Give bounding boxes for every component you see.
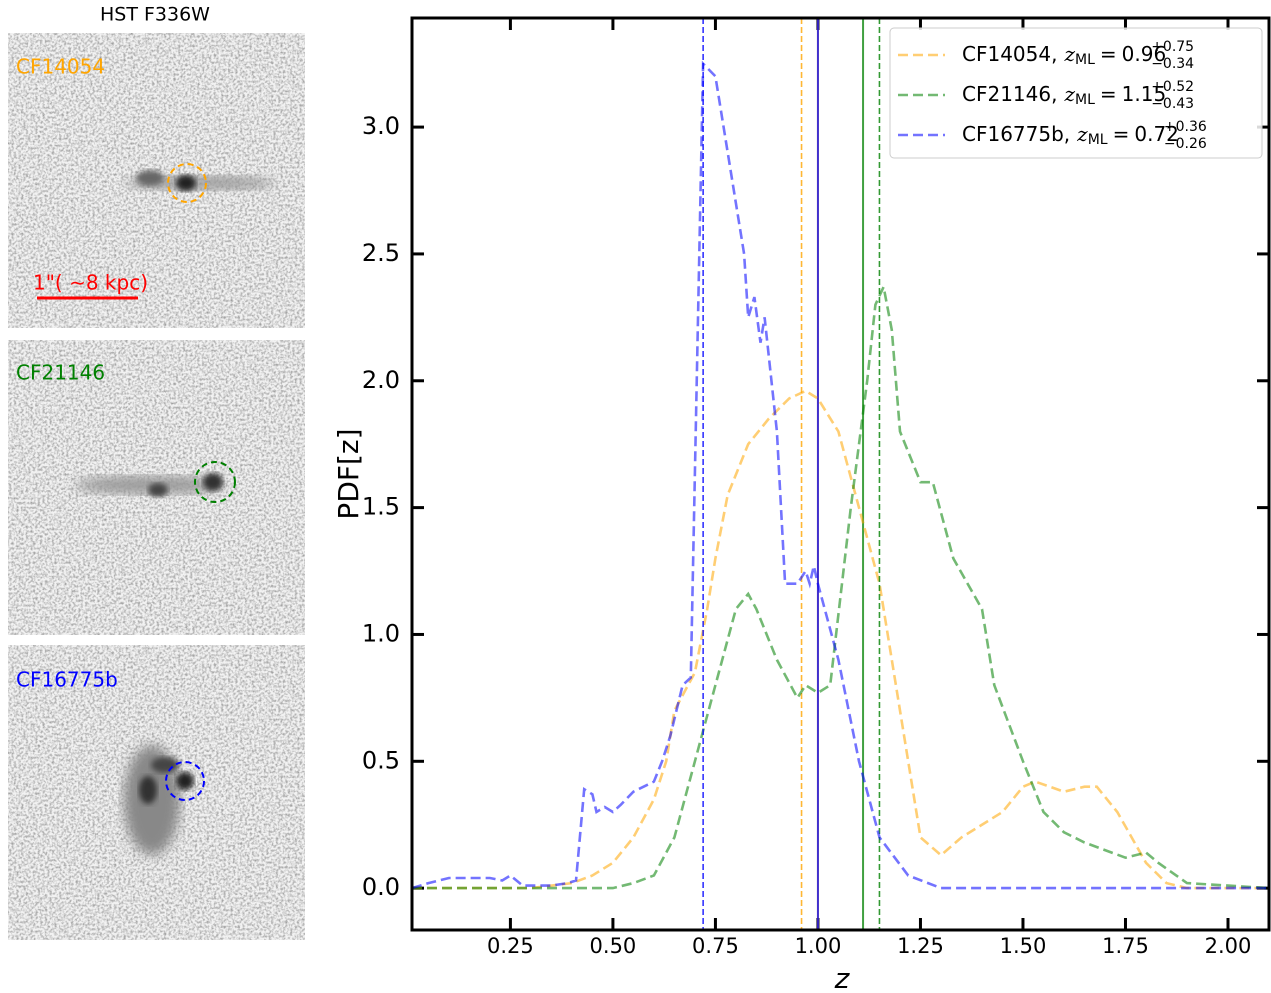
legend-value: 0.72 bbox=[1134, 122, 1179, 146]
legend-symbol: z bbox=[1063, 82, 1075, 106]
y-tick-label: 1.0 bbox=[362, 619, 400, 647]
legend-label: CF16775b, zML = 0.72 bbox=[962, 122, 1179, 149]
legend-subscript: ML bbox=[1075, 52, 1095, 68]
aperture bbox=[165, 761, 205, 801]
x-tick-label: 1.75 bbox=[1102, 934, 1149, 958]
legend-equals: = bbox=[1100, 42, 1117, 66]
legend-symbol: z bbox=[1076, 122, 1088, 146]
legend-err-minus: −0.43 bbox=[1151, 96, 1194, 112]
y-tick-label: 2.0 bbox=[362, 366, 400, 394]
galaxy bbox=[151, 757, 179, 773]
x-tick-label: 1.00 bbox=[795, 934, 842, 958]
legend-err-plus: +0.52 bbox=[1151, 79, 1194, 95]
x-tick-label: 1.25 bbox=[897, 934, 944, 958]
legend-subscript: ML bbox=[1088, 132, 1108, 148]
x-axis-label: z bbox=[834, 962, 851, 993]
legend-separator: , bbox=[1064, 122, 1070, 146]
legend-box bbox=[889, 27, 1263, 159]
legend-separator: , bbox=[1051, 42, 1057, 66]
y-tick-label: 2.5 bbox=[362, 239, 400, 267]
galaxy bbox=[148, 483, 168, 497]
image-panel: CF14054 1"( ∼8 kpc) bbox=[8, 33, 305, 328]
image-panel: CF21146 bbox=[8, 340, 305, 635]
legend-name: CF14054 bbox=[962, 42, 1051, 66]
x-tick-label: 0.50 bbox=[590, 934, 637, 958]
y-tick-label: 3.0 bbox=[362, 112, 400, 140]
legend-err-plus: +0.36 bbox=[1164, 119, 1207, 135]
legend-symbol: z bbox=[1063, 42, 1075, 66]
legend-name: CF21146 bbox=[962, 82, 1051, 106]
y-tick-label: 0.0 bbox=[362, 873, 400, 901]
plot-frame bbox=[410, 16, 1271, 932]
legend-err-minus: −0.26 bbox=[1164, 136, 1207, 152]
legend-name: CF16775b bbox=[962, 122, 1064, 146]
galaxy bbox=[203, 473, 223, 491]
aperture bbox=[194, 461, 236, 503]
legend-separator: , bbox=[1051, 82, 1057, 106]
legend-equals: = bbox=[1100, 82, 1117, 106]
galaxy bbox=[176, 772, 194, 790]
pdf-line bbox=[412, 60, 1269, 890]
x-tick-label: 0.25 bbox=[487, 934, 534, 958]
panel-label: CF16775b bbox=[16, 668, 118, 692]
pdf-line bbox=[412, 282, 1269, 890]
plot-lines bbox=[412, 18, 1269, 930]
galaxy bbox=[176, 175, 196, 191]
legend-label: CF21146, zML = 1.15 bbox=[962, 82, 1166, 109]
panel-label: CF14054 bbox=[16, 55, 105, 79]
x-tick-label: 0.75 bbox=[692, 934, 739, 958]
y-tick-label: 0.5 bbox=[362, 746, 400, 774]
x-tick-label: 2.00 bbox=[1205, 934, 1252, 958]
plot-area: 0.25 0.50 0.75 1.00 1.25 1.50 1.75 2.00 0.0 0.5 1.… bbox=[362, 16, 1271, 958]
legend-err-plus: +0.75 bbox=[1151, 39, 1194, 55]
aperture bbox=[167, 163, 207, 203]
legend-equals: = bbox=[1113, 122, 1130, 146]
panel-title: HST F336W bbox=[100, 4, 210, 26]
image-panel: CF16775b bbox=[8, 645, 305, 940]
pdf-line bbox=[412, 389, 1269, 890]
galaxy bbox=[75, 476, 225, 494]
legend-subscript: ML bbox=[1075, 92, 1095, 108]
legend-value: 1.15 bbox=[1122, 82, 1167, 106]
scale-bar-label: 1"( ∼8 kpc) bbox=[33, 271, 148, 295]
legend-value: 0.96 bbox=[1122, 42, 1167, 66]
legend-err-minus: −0.34 bbox=[1151, 56, 1194, 72]
y-axis-label: PDF[z] bbox=[332, 428, 365, 519]
legend-label: CF14054, zML = 0.96 bbox=[962, 42, 1166, 69]
panel-label: CF21146 bbox=[16, 361, 105, 385]
x-tick-label: 1.50 bbox=[1000, 934, 1047, 958]
y-tick-label: 1.5 bbox=[362, 493, 400, 521]
galaxy bbox=[139, 776, 157, 804]
galaxy bbox=[136, 170, 164, 186]
